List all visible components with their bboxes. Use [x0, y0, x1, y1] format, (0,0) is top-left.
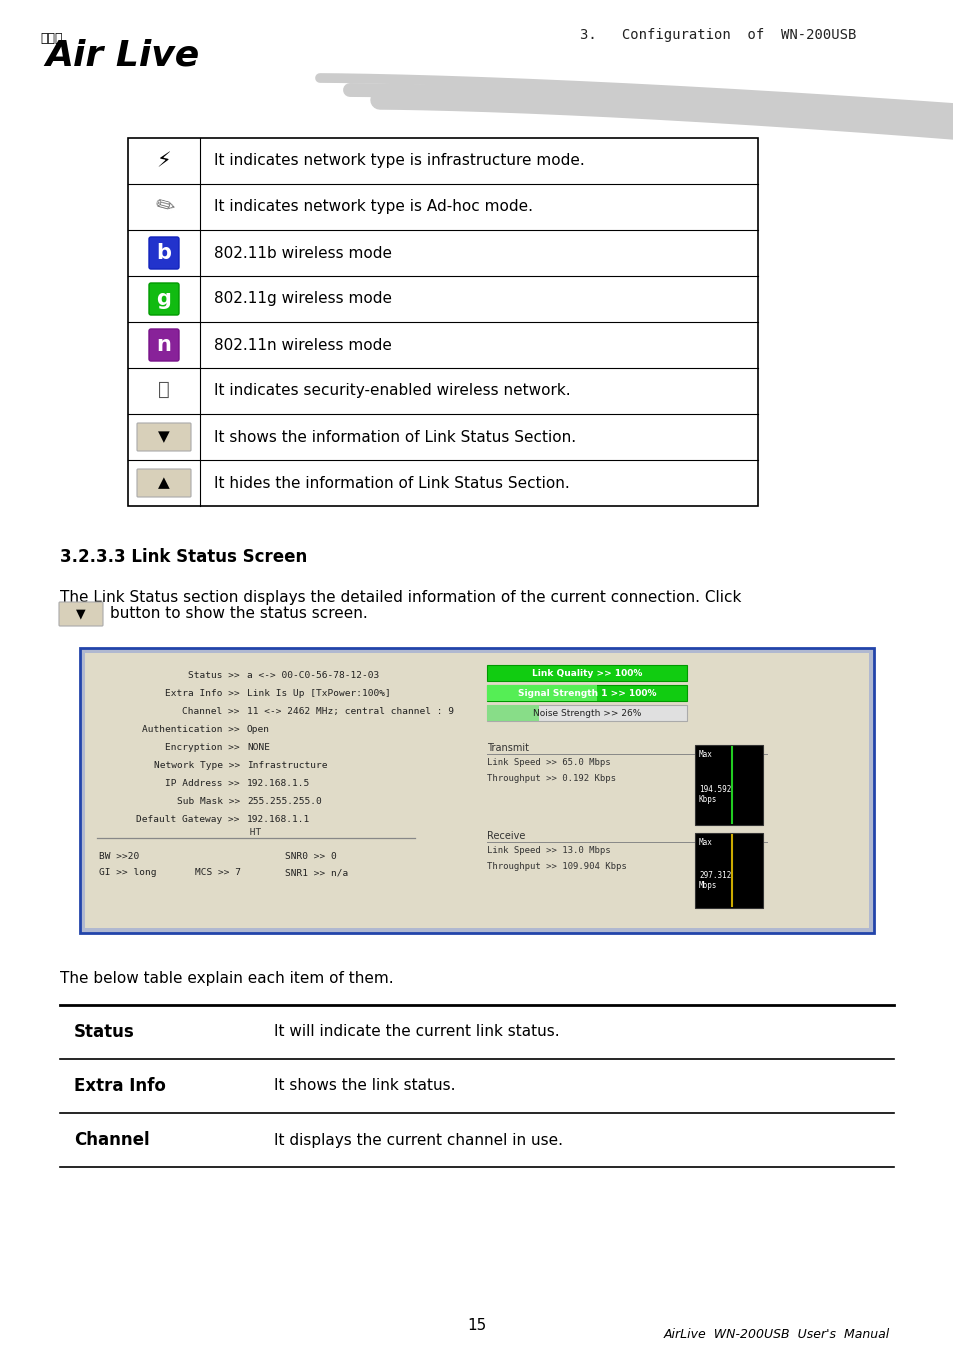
Bar [486, 666, 686, 680]
Text: 192.168.1.5: 192.168.1.5 [247, 779, 310, 788]
Text: BW >>20: BW >>20 [99, 852, 139, 861]
Text: Default Gateway >>: Default Gateway >> [136, 815, 240, 824]
Text: 11 <-> 2462 MHz; central channel : 9: 11 <-> 2462 MHz; central channel : 9 [247, 707, 454, 716]
Text: It shows the information of Link Status Section.: It shows the information of Link Status … [213, 429, 576, 444]
Text: Open: Open [247, 725, 270, 734]
FancyBboxPatch shape [137, 468, 191, 497]
Bar [486, 705, 686, 721]
Text: b: b [156, 243, 172, 263]
Text: Signal Strength 1 >> 100%: Signal Strength 1 >> 100% [517, 688, 656, 698]
Text: Channel >>: Channel >> [182, 707, 240, 716]
Bar [128, 138, 758, 506]
Text: Link Speed >> 13.0 Mbps: Link Speed >> 13.0 Mbps [486, 846, 610, 855]
Text: It shows the link status.: It shows the link status. [274, 1079, 455, 1094]
FancyBboxPatch shape [149, 284, 179, 315]
Text: IP Address >>: IP Address >> [165, 779, 240, 788]
Text: 802.11b wireless mode: 802.11b wireless mode [213, 246, 392, 261]
Text: Link Speed >> 65.0 Mbps: Link Speed >> 65.0 Mbps [486, 757, 610, 767]
Text: SNR1 >> n/a: SNR1 >> n/a [285, 868, 348, 878]
Text: ⚡: ⚡ [156, 151, 172, 171]
Text: It indicates security-enabled wireless network.: It indicates security-enabled wireless n… [213, 383, 570, 398]
Bar [486, 684, 686, 701]
FancyBboxPatch shape [59, 602, 103, 626]
Text: Air Live: Air Live [45, 38, 199, 72]
Text: 255.255.255.0: 255.255.255.0 [247, 796, 321, 806]
Text: The Link Status section displays the detailed information of the current connect: The Link Status section displays the det… [60, 590, 740, 605]
Text: It indicates network type is infrastructure mode.: It indicates network type is infrastruct… [213, 154, 584, 169]
Text: Throughput >> 109.904 Kbps: Throughput >> 109.904 Kbps [486, 863, 626, 871]
Text: Transmit: Transmit [486, 743, 529, 753]
Text: g: g [156, 289, 172, 309]
Text: MCS >> 7: MCS >> 7 [194, 868, 241, 878]
Text: Authentication >>: Authentication >> [142, 725, 240, 734]
Text: Max: Max [699, 838, 712, 846]
Text: 194.592
Kbps: 194.592 Kbps [699, 784, 731, 805]
Bar [695, 833, 762, 909]
Bar [486, 705, 538, 721]
Text: Link Is Up [TxPower:100%]: Link Is Up [TxPower:100%] [247, 688, 391, 698]
Text: Extra Info >>: Extra Info >> [165, 688, 240, 698]
Text: 802.11g wireless mode: 802.11g wireless mode [213, 292, 392, 306]
Text: Noise Strength >> 26%: Noise Strength >> 26% [533, 709, 640, 717]
Text: It hides the information of Link Status Section.: It hides the information of Link Status … [213, 475, 569, 490]
Text: 3.2.3.3 Link Status Screen: 3.2.3.3 Link Status Screen [60, 548, 307, 566]
Text: ▲: ▲ [158, 475, 170, 490]
Text: a <-> 00-C0-56-78-12-03: a <-> 00-C0-56-78-12-03 [247, 671, 379, 680]
Text: 15: 15 [467, 1318, 486, 1332]
Text: 297.312
Mbps: 297.312 Mbps [699, 871, 731, 891]
FancyBboxPatch shape [149, 238, 179, 269]
Bar [486, 684, 597, 701]
Text: n: n [156, 335, 172, 355]
Text: Link Quality >> 100%: Link Quality >> 100% [531, 668, 641, 678]
Text: 802.11n wireless mode: 802.11n wireless mode [213, 338, 392, 352]
Text: It displays the current channel in use.: It displays the current channel in use. [274, 1133, 562, 1147]
Text: It indicates network type is Ad-hoc mode.: It indicates network type is Ad-hoc mode… [213, 200, 533, 215]
Text: Extra Info: Extra Info [74, 1077, 166, 1095]
Text: button to show the status screen.: button to show the status screen. [110, 606, 367, 621]
FancyBboxPatch shape [137, 423, 191, 451]
FancyBboxPatch shape [149, 329, 179, 360]
Text: ▼: ▼ [76, 608, 86, 621]
Bar [695, 745, 762, 825]
Text: SNR0 >> 0: SNR0 >> 0 [285, 852, 336, 861]
Text: Status >>: Status >> [188, 671, 240, 680]
Bar [85, 653, 868, 927]
Text: Encryption >>: Encryption >> [165, 743, 240, 752]
Text: ▼: ▼ [158, 429, 170, 444]
Text: AirLive  WN-200USB  User's  Manual: AirLive WN-200USB User's Manual [663, 1328, 889, 1341]
Text: GI >> long: GI >> long [99, 868, 156, 878]
Text: 🔒: 🔒 [158, 379, 170, 398]
Text: NONE: NONE [247, 743, 270, 752]
Text: 3.   Configuration  of  WN-200USB: 3. Configuration of WN-200USB [579, 28, 856, 42]
Text: HT: HT [244, 828, 267, 837]
Text: Throughput >> 0.192 Kbps: Throughput >> 0.192 Kbps [486, 774, 616, 783]
Text: ✏: ✏ [152, 193, 176, 221]
Text: 〜〜〜: 〜〜〜 [40, 32, 63, 45]
Text: Receive: Receive [486, 832, 525, 841]
Text: Infrastructure: Infrastructure [247, 761, 327, 770]
Text: Channel: Channel [74, 1131, 150, 1149]
Text: Sub Mask >>: Sub Mask >> [176, 796, 240, 806]
Text: Max: Max [699, 751, 712, 759]
Text: Network Type >>: Network Type >> [153, 761, 240, 770]
Text: 192.168.1.1: 192.168.1.1 [247, 815, 310, 824]
Text: It will indicate the current link status.: It will indicate the current link status… [274, 1025, 559, 1040]
Bar [80, 648, 873, 933]
Text: Status: Status [74, 1023, 134, 1041]
Text: The below table explain each item of them.: The below table explain each item of the… [60, 971, 394, 986]
